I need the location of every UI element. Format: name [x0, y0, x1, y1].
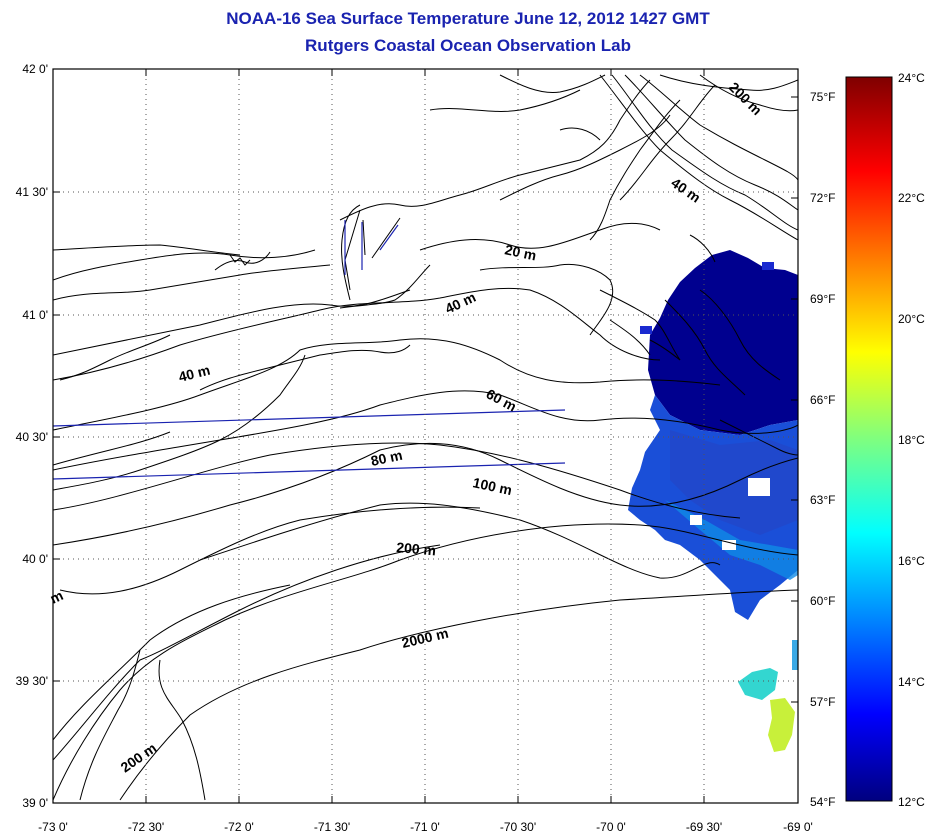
sst-data-layer [628, 250, 798, 752]
contour-label-2000m: 2000 m [400, 625, 450, 651]
lon-label: -71 0' [410, 820, 440, 834]
bathymetry-contours [53, 74, 798, 801]
fahrenheit-label: 69°F [810, 292, 835, 306]
fahrenheit-label: 72°F [810, 191, 835, 205]
lon-label: -69 30' [686, 820, 722, 834]
colorbar-label: 14°C [898, 675, 925, 689]
contour-label-200m-b: 200 m [118, 740, 160, 776]
colorbar-label: 12°C [898, 795, 925, 809]
contour-label-40m-c: 40 m [668, 174, 703, 205]
contour-label-40m-b: 40 m [177, 362, 212, 385]
contour-label-40m-a: 40 m [443, 289, 479, 317]
map-title: NOAA-16 Sea Surface Temperature June 12,… [226, 9, 710, 28]
fahrenheit-label: 63°F [810, 493, 835, 507]
colorbar-label: 22°C [898, 191, 925, 205]
lon-label: -73 0' [38, 820, 68, 834]
sst-cyan-patch [738, 668, 778, 700]
contour-label-partial: m [48, 587, 66, 607]
colorbar [845, 76, 893, 802]
axis-ticks [52, 69, 798, 803]
colorbar-labels: 24°C 22°C 20°C 18°C 16°C 14°C 12°C [898, 71, 925, 809]
fahrenheit-label: 57°F [810, 695, 835, 709]
lat-label: 40 0' [22, 552, 48, 566]
lon-label: -72 30' [128, 820, 164, 834]
lat-label: 40 30' [16, 430, 48, 444]
contour-label-100m: 100 m [471, 474, 513, 498]
lon-label: -70 0' [596, 820, 626, 834]
contour-labels: 20 m 40 m 40 m 40 m 60 m 80 m 100 m 200 … [48, 79, 766, 776]
colorbar-label: 24°C [898, 71, 925, 85]
lon-label: -70 30' [500, 820, 536, 834]
contour-label-60m: 60 m [484, 386, 520, 415]
map-subtitle: Rutgers Coastal Ocean Observation Lab [305, 36, 631, 55]
gridlines [53, 69, 798, 803]
fahrenheit-label: 54°F [810, 795, 835, 809]
longitude-labels: -73 0' -72 30' -72 0' -71 30' -71 0' -70… [38, 820, 813, 834]
lat-label: 39 0' [22, 796, 48, 810]
fahrenheit-label: 60°F [810, 594, 835, 608]
contour-label-80m: 80 m [369, 447, 404, 469]
contour-label-200m-a: 200 m [396, 539, 437, 558]
lon-label: -69 0' [783, 820, 813, 834]
contour-label-20m: 20 m [503, 241, 538, 263]
sst-cold-patch [648, 250, 798, 435]
lon-label: -72 0' [224, 820, 254, 834]
fahrenheit-label: 66°F [810, 393, 835, 407]
lat-label: 42 0' [22, 62, 48, 76]
fahrenheit-label: 75°F [810, 90, 835, 104]
fahrenheit-labels: 75°F 72°F 69°F 66°F 63°F 60°F 57°F 54°F [810, 90, 835, 809]
colorbar-label: 16°C [898, 554, 925, 568]
transect-lines [53, 220, 566, 480]
latitude-labels: 42 0' 41 30' 41 0' 40 30' 40 0' 39 30' 3… [16, 62, 48, 810]
lat-label: 41 0' [22, 308, 48, 322]
contour-label-200m-c: 200 m [726, 79, 765, 118]
lat-label: 41 30' [16, 185, 48, 199]
colorbar-label: 18°C [898, 433, 925, 447]
lon-label: -71 30' [314, 820, 350, 834]
sst-yellow-patch [768, 698, 795, 752]
colorbar-label: 20°C [898, 312, 925, 326]
lat-label: 39 30' [16, 674, 48, 688]
